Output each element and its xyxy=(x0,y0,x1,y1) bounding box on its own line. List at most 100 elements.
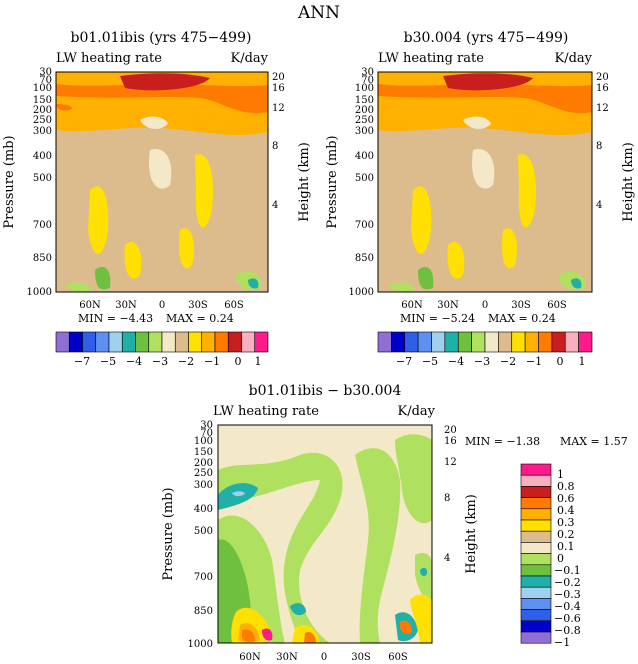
panel-2-colorbar-swatch-0 xyxy=(377,331,392,353)
panel-1-rtick-12: 12 xyxy=(272,103,285,114)
panel-3-colorbar-swatch-12 xyxy=(520,598,552,610)
panel-2-xtick-30s: 30S xyxy=(511,300,531,311)
panel-3-rtick-8: 8 xyxy=(444,493,450,504)
panel-2-rtick-16: 16 xyxy=(596,83,609,94)
panel-1-colorbar-swatch-7 xyxy=(148,331,163,353)
panel-3-ytick-700: 700 xyxy=(194,572,213,583)
panel-3-cb-label-1: 0.8 xyxy=(557,480,575,493)
panel-3-rtick-12: 12 xyxy=(444,457,457,468)
panel-3-colorbar-swatch-2 xyxy=(520,486,552,498)
panel-3-cb-label-8: −0.1 xyxy=(554,564,581,577)
panel-1-ylabel-right: Height (km) xyxy=(297,142,312,222)
panel-3-right-ticks: 20 16 12 8 4 xyxy=(444,425,457,564)
panel-1-colorbar xyxy=(55,331,269,353)
panel-2-min: MIN = −5.24 xyxy=(400,312,475,325)
panel-2-colorbar-swatch-3 xyxy=(417,331,432,353)
panel-2-colorbar-swatch-13 xyxy=(551,331,566,353)
panel-1-colorbar-swatch-1 xyxy=(68,331,83,353)
panel-1-ytick-400: 400 xyxy=(33,151,52,162)
panel-3-min: MIN = −1.38 xyxy=(465,435,540,448)
panel-1-plot-area xyxy=(55,71,269,293)
panel-3-ylabel: Pressure (mb) xyxy=(161,487,176,580)
panel-3-cb-label-7: 0 xyxy=(557,552,564,565)
panel-2-colorbar-swatch-14 xyxy=(564,331,579,353)
panel-3-ytick-100: 100 xyxy=(194,436,213,447)
panel-1-cb-label-4: −2 xyxy=(178,355,194,368)
panel-2-ylabel: Pressure (mb) xyxy=(325,135,340,228)
panel-1-y-ticks: 30 70 100 150 200 250 300 400 500 700 85… xyxy=(27,67,52,298)
panel-2-colorbar xyxy=(377,331,593,353)
panel-2-colorbar-labels: −7 −5 −4 −3 −2 −1 0 1 xyxy=(396,355,586,368)
panel-2-ytick-300: 300 xyxy=(355,126,374,137)
panel-2-cb-label-3: −3 xyxy=(474,355,490,368)
panel-1-cb-label-3: −3 xyxy=(152,355,168,368)
panel-1-cb-label-1: −5 xyxy=(100,355,116,368)
panel-3-xtick-30s: 30S xyxy=(351,652,371,663)
panel-1-cb-label-7: 1 xyxy=(255,355,262,368)
panel-3-colorbar-swatch-7 xyxy=(520,542,552,554)
panel-3-rtick-20: 20 xyxy=(444,425,457,436)
panel-2-rtick-8: 8 xyxy=(596,141,602,152)
panel-1-colorbar-swatch-0 xyxy=(55,331,70,353)
panel-2-rtick-4: 4 xyxy=(596,200,602,211)
panel-3-cb-label-9: −0.2 xyxy=(554,576,581,589)
panel-1-cb-label-5: −1 xyxy=(204,355,220,368)
panel-3-rtick-4: 4 xyxy=(444,553,450,564)
panel-2-colorbar-swatch-7 xyxy=(471,331,486,353)
panel-1-ytick-150: 150 xyxy=(33,95,52,106)
panel-1-xtick-30s: 30S xyxy=(188,300,208,311)
panel-1-xtick-30n: 30N xyxy=(115,300,137,311)
panel-2-rtick-20: 20 xyxy=(596,72,609,83)
panel-1-colorbar-labels: −7 −5 −4 −3 −2 −1 0 1 xyxy=(74,355,262,368)
panel-1-ytick-500: 500 xyxy=(33,173,52,184)
panel-2-xtick-60n: 60N xyxy=(401,300,423,311)
panel-1-right-ticks: 20 16 12 8 4 xyxy=(272,72,285,211)
panel-2-colorbar-swatch-5 xyxy=(444,331,459,353)
panel-3-colorbar-swatch-1 xyxy=(520,474,552,487)
panel-3-rtick-16: 16 xyxy=(444,436,457,447)
panel-1-xtick-60n: 60N xyxy=(79,300,101,311)
panel-3-ytick-200: 200 xyxy=(194,458,213,469)
panel-2-cb-label-1: −5 xyxy=(422,355,438,368)
panel-1-colorbar-swatch-10 xyxy=(188,331,203,353)
panel-3-colorbar-swatch-10 xyxy=(520,575,552,588)
panel-3-cb-label-14: −1 xyxy=(554,636,570,649)
panel-3-x-ticks: 60N 30N 0 30S 60S xyxy=(239,652,408,663)
panel-2-max: MAX = 0.24 xyxy=(488,312,556,325)
panel-1-min: MIN = −4.43 xyxy=(78,312,153,325)
panel-3-xtick-60n: 60N xyxy=(239,652,261,663)
panel-2-ytick-850: 850 xyxy=(355,253,374,264)
panel-2-ytick-400: 400 xyxy=(355,151,374,162)
panel-1-ytick-700: 700 xyxy=(33,220,52,231)
panel-2-ytick-30: 30 xyxy=(361,67,374,78)
panel-1-colorbar-swatch-11 xyxy=(201,331,216,353)
panel-2-ytick-700: 700 xyxy=(355,220,374,231)
panel-2-colorbar-swatch-6 xyxy=(457,331,472,353)
panel-1-xtick-60s: 60S xyxy=(224,300,244,311)
panel-3-xtick-60s: 60S xyxy=(388,652,408,663)
panel-3-cb-label-4: 0.3 xyxy=(557,516,575,529)
panel-1: b01.01ibis (yrs 475−499) LW heating rate… xyxy=(2,30,312,368)
panel-3-title: b01.01ibis − b30.004 xyxy=(249,383,402,399)
panel-2-colorbar-swatch-8 xyxy=(484,331,499,353)
panel-2-ylabel-right: Height (km) xyxy=(621,142,636,222)
panel-2-colorbar-swatch-2 xyxy=(404,331,419,353)
panel-3-ytick-1000: 1000 xyxy=(188,639,213,650)
panel-3-cb-label-12: −0.6 xyxy=(554,612,581,625)
panel-3-colorbar-swatch-5 xyxy=(520,519,552,532)
panel-3-cb-label-10: −0.3 xyxy=(554,588,581,601)
panel-3-xtick-0: 0 xyxy=(321,652,327,663)
panel-3-cb-label-2: 0.6 xyxy=(557,492,575,505)
panel-3-cb-label-11: −0.4 xyxy=(554,600,581,613)
panel-2-colorbar-swatch-4 xyxy=(431,331,446,353)
panel-2-subtitle-right: K/day xyxy=(554,51,592,66)
panel-1-subtitle-left: LW heating rate xyxy=(56,51,162,66)
panel-3-colorbar xyxy=(520,463,552,644)
panel-1-rtick-20: 20 xyxy=(272,72,285,83)
panel-2-right-ticks: 20 16 12 8 4 xyxy=(596,72,609,211)
panel-2-colorbar-swatch-10 xyxy=(511,331,526,353)
panel-1-colorbar-swatch-9 xyxy=(174,331,189,353)
panel-1-rtick-4: 4 xyxy=(272,200,278,211)
panel-1-ytick-70: 70 xyxy=(39,75,52,86)
